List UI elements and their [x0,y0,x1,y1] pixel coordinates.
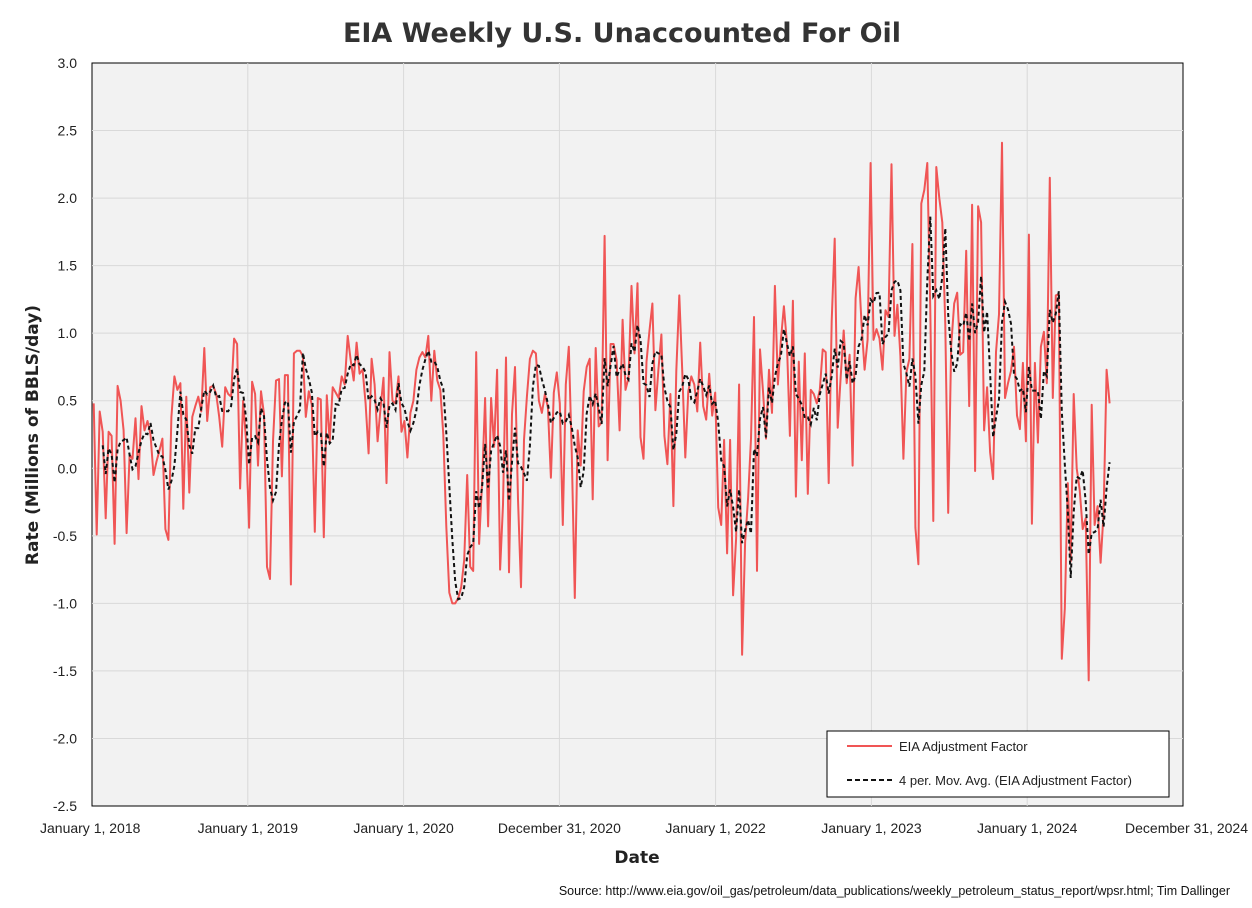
x-tick-label: January 1, 2024 [977,820,1078,836]
y-tick-label: -1.5 [53,663,77,679]
y-tick-label: 0.0 [58,460,78,476]
y-tick-label: 1.0 [58,325,78,341]
x-tick-label: January 1, 2022 [665,820,766,836]
y-tick-label: 1.5 [58,258,78,274]
legend: EIA Adjustment Factor 4 per. Mov. Avg. (… [826,730,1170,798]
y-tick-label: -2.0 [53,730,77,746]
legend-box [826,730,1170,798]
chart-title: EIA Weekly U.S. Unaccounted For Oil [343,18,901,49]
series-line-moving-average [101,216,1111,601]
y-axis-label: Rate (Millions of BBLS/day) [23,305,43,565]
x-tick-label: January 1, 2019 [198,820,299,836]
y-tick-label: 2.5 [58,123,78,139]
x-tick-label: January 1, 2023 [821,820,922,836]
legend-label-moving-average: 4 per. Mov. Avg. (EIA Adjustment Factor) [899,773,1132,788]
y-tick-label: 3.0 [58,55,78,71]
y-tick-label: 0.5 [58,393,78,409]
x-tick-labels: January 1, 2018 January 1, 2019 January 1,… [40,820,1248,836]
legend-label-adjustment: EIA Adjustment Factor [899,739,1028,754]
x-tick-label: December 31, 2020 [498,820,621,836]
plot-area [91,62,1184,807]
y-tick-labels: 3.0 2.5 2.0 1.5 1.0 0.5 0.0 -0.5 -1.0 -1.5 -2.0 -2.… [53,55,77,814]
y-tick-label: -1.0 [53,595,77,611]
x-tick-label: December 31, 2024 [1125,820,1248,836]
series-layer [92,141,1111,682]
y-tick-label: -0.5 [53,528,77,544]
y-tick-label: 2.0 [58,190,78,206]
y-tick-label: -2.5 [53,798,77,814]
x-tick-label: January 1, 2020 [353,820,454,836]
x-tick-label: January 1, 2018 [40,820,141,836]
source-note: Source: http://www.eia.gov/oil_gas/petro… [559,884,1230,898]
x-axis-label: Date [614,848,659,868]
